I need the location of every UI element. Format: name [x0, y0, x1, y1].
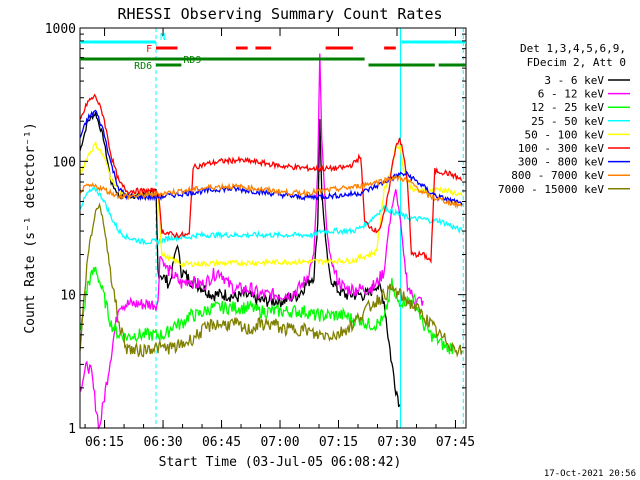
flag-label-rd9: RD9: [183, 55, 201, 66]
flag-label-n: N: [160, 32, 166, 43]
y-tick-label-3: 1000: [45, 22, 76, 37]
legend-label-12-25-kev: 12 - 25 keV: [531, 101, 604, 114]
legend-header-line-1: Det 1,3,4,5,6,9,: [520, 42, 626, 55]
series-line-6-12-kev: [79, 53, 424, 431]
x-axis-label: Start Time (03-Jul-05 06:08:42): [159, 455, 402, 470]
observing-flags: NF RD9 RD6: [80, 32, 466, 72]
timestamp: 17-Oct-2021 20:56: [544, 469, 636, 479]
legend-header: Det 1,3,4,5,6,9, FDecim 2, Att 0: [520, 42, 626, 69]
flag-label-f: F: [146, 44, 152, 55]
x-tick-label-6: 07:45: [436, 435, 475, 450]
x-tick-label-3: 07:00: [260, 435, 299, 450]
y-axis: 1 10 100 1000: [45, 22, 466, 437]
legend-label-300-800-kev: 300 - 800 keV: [518, 156, 604, 169]
legend-label-25-50-kev: 25 - 50 keV: [531, 115, 604, 128]
series-line-3-6-kev: [79, 112, 401, 408]
legend-label-7000-15000-kev: 7000 - 15000 keV: [498, 183, 604, 196]
legend-header-line-2: FDecim 2, Att 0: [527, 56, 626, 69]
series-line-12-25-kev: [79, 266, 455, 355]
series-line-7000-15000-kev: [79, 202, 463, 358]
plot-area: [79, 28, 464, 431]
x-tick-label-4: 07:15: [319, 435, 358, 450]
legend-label-3-6-kev: 3 - 6 keV: [544, 74, 604, 87]
legend-label-6-12-kev: 6 - 12 keV: [538, 88, 605, 101]
series-line-100-300-kev: [79, 93, 463, 264]
x-tick-label-1: 06:30: [143, 435, 182, 450]
x-axis: 06:15 06:30 06:45 07:00 07:15 07:30 07:45: [84, 28, 475, 450]
x-tick-label-2: 06:45: [202, 435, 241, 450]
y-axis-label: Count Rate (s⁻¹ detector⁻¹): [23, 122, 38, 333]
y-tick-label-0: 1: [68, 422, 76, 437]
series-line-25-50-kev: [79, 185, 463, 247]
legend-label-50-100-kev: 50 - 100 keV: [525, 128, 605, 141]
legend-label-800-7000-kev: 800 - 7000 keV: [511, 169, 604, 182]
legend-label-100-300-kev: 100 - 300 keV: [518, 142, 604, 155]
chart-title: RHESSI Observing Summary Count Rates: [117, 5, 442, 23]
y-tick-label-2: 100: [53, 155, 76, 170]
x-tick-label-0: 06:15: [85, 435, 124, 450]
x-tick-label-5: 07:30: [377, 435, 416, 450]
y-tick-label-1: 10: [60, 289, 76, 304]
flag-label-rd6: RD6: [134, 61, 152, 72]
plot-frame: [79, 27, 467, 429]
series-line-800-7000-kev: [79, 174, 463, 210]
